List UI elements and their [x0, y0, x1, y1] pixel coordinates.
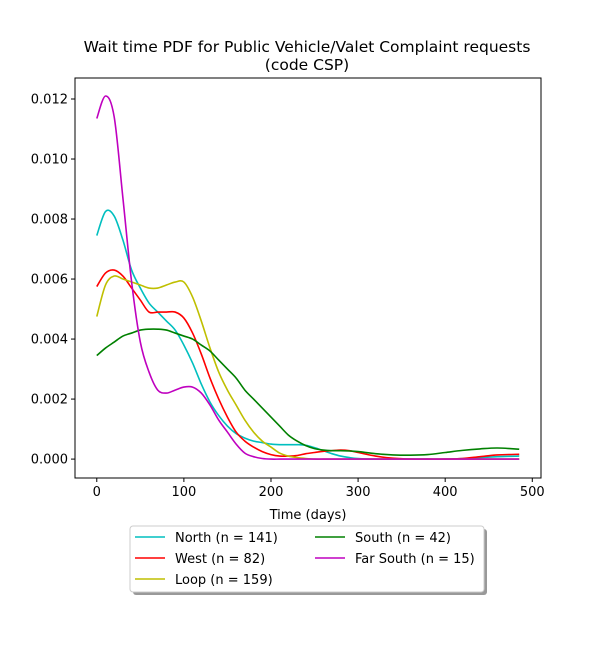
chart-subtitle: (code CSP) — [265, 56, 349, 74]
series-line-0 — [96, 209, 520, 460]
y-tick-label: 0.000 — [31, 453, 68, 468]
series-line-3 — [96, 328, 520, 457]
x-tick-label: 0 — [93, 485, 101, 500]
x-tick-label: 500 — [520, 485, 545, 500]
legend-label-2: Loop (n = 159) — [175, 573, 273, 588]
y-axis: 0.000 0.002 0.004 0.006 0.008 0.010 0.012 — [31, 93, 75, 468]
x-tick-label: 400 — [433, 485, 458, 500]
plot-frame — [74, 77, 542, 479]
legend-label-4: Far South (n = 15) — [355, 552, 475, 567]
y-tick-label: 0.008 — [31, 213, 68, 228]
y-tick-label: 0.006 — [31, 273, 68, 288]
y-tick-label: 0.002 — [31, 393, 68, 408]
x-tick-label: 100 — [171, 485, 196, 500]
y-tick-label: 0.004 — [31, 333, 68, 348]
chart-title: Wait time PDF for Public Vehicle/Valet C… — [84, 38, 531, 56]
series-line-2 — [96, 275, 520, 460]
x-tick-label: 300 — [346, 485, 371, 500]
series-line-4 — [96, 95, 520, 460]
series-lines — [96, 95, 520, 460]
legend-label-3: South (n = 42) — [355, 531, 451, 546]
x-axis-label: Time (days) — [269, 508, 347, 523]
x-tick-label: 200 — [259, 485, 284, 500]
legend-label-1: West (n = 82) — [175, 552, 265, 567]
legend-label-0: North (n = 141) — [175, 531, 278, 546]
series-line-1 — [96, 269, 520, 460]
legend: North (n = 141) West (n = 82) Loop (n = 15… — [129, 525, 487, 595]
y-tick-label: 0.012 — [31, 93, 68, 108]
y-tick-label: 0.010 — [31, 153, 68, 168]
legend-box — [129, 525, 485, 593]
x-axis: 0 100 200 300 400 500 — [93, 478, 545, 500]
